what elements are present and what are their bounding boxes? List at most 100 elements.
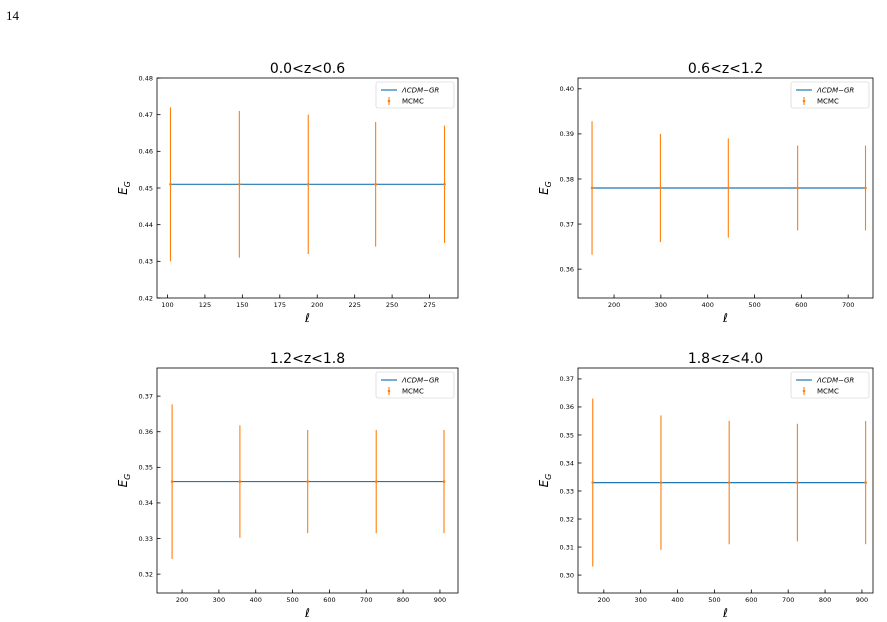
y-tick-label: 0.44 xyxy=(139,221,153,229)
x-axis-label: ℓ xyxy=(304,311,310,325)
y-tick-label: 0.48 xyxy=(139,74,153,82)
y-axis-label-main: E xyxy=(537,479,551,487)
data-point xyxy=(443,183,446,186)
x-tick-label: 700 xyxy=(782,596,794,604)
y-tick-label: 0.45 xyxy=(139,184,153,192)
legend-label: MCMC xyxy=(817,388,839,396)
y-tick-label: 0.36 xyxy=(139,428,153,436)
x-tick-label: 600 xyxy=(795,301,807,309)
x-tick-label: 250 xyxy=(386,301,398,309)
y-tick-label: 0.30 xyxy=(560,571,574,579)
x-tick-label: 800 xyxy=(397,596,409,604)
y-axis-label-main: E xyxy=(116,479,130,487)
chart: 1.8<z<4.0 0.30 0.31 0.32 0.33 0.34 0.35 0.36 0.3… xyxy=(537,351,874,620)
x-axis-label: ℓ xyxy=(722,311,728,325)
y-axis-label: EG xyxy=(116,181,132,195)
chart-title: 0.6<z<1.2 xyxy=(688,61,763,77)
y-tick-label: 0.35 xyxy=(560,431,574,439)
x-tick-label: 500 xyxy=(708,596,720,604)
legend-label: ΛCDM−GR xyxy=(401,377,439,385)
data-point xyxy=(442,480,446,483)
y-tick-label: 0.47 xyxy=(139,111,153,119)
plot-frame xyxy=(156,367,459,594)
legend-swatch-point xyxy=(387,99,391,103)
y-tick-label: 0.34 xyxy=(560,459,574,467)
plot-frame xyxy=(577,77,874,299)
data-point xyxy=(170,480,174,483)
legend-label: ΛCDM−GR xyxy=(816,87,854,95)
legend-label: MCMC xyxy=(402,98,424,106)
data-point xyxy=(796,481,799,484)
x-tick-label: 500 xyxy=(748,301,760,309)
chart: 0.0<z<0.6 0.42 0.43 0.44 0.45 0.46 0.47 0.48 100… xyxy=(116,61,459,325)
y-tick-label: 0.42 xyxy=(139,294,153,302)
data-point xyxy=(238,183,241,186)
x-tick-label: 700 xyxy=(842,301,854,309)
legend-swatch-point xyxy=(802,99,806,103)
x-tick-label: 900 xyxy=(856,596,868,604)
data-point xyxy=(374,183,377,186)
y-tick-label: 0.38 xyxy=(560,175,574,183)
y-axis-label-subscript: G xyxy=(544,474,553,480)
y-axis-label-main: E xyxy=(537,187,551,195)
data-point xyxy=(864,186,867,190)
x-tick-label: 150 xyxy=(236,301,248,309)
x-tick-label: 100 xyxy=(161,301,173,309)
y-axis-label: EG xyxy=(116,474,132,488)
x-tick-label: 300 xyxy=(634,596,646,604)
x-tick-label: 125 xyxy=(199,301,211,309)
data-point xyxy=(727,481,731,484)
data-point xyxy=(169,183,172,186)
y-tick-label: 0.33 xyxy=(560,487,574,495)
y-axis-label: EG xyxy=(537,474,553,488)
chart-title: 1.2<z<1.8 xyxy=(270,351,345,367)
y-axis-label-subscript: G xyxy=(123,474,132,480)
legend-swatch-point xyxy=(387,389,391,393)
x-axis-label: ℓ xyxy=(722,606,728,620)
y-axis-label-main: E xyxy=(116,187,130,195)
legend-box xyxy=(375,81,455,109)
legend-label: MCMC xyxy=(817,98,839,106)
legend-label: ΛCDM−GR xyxy=(816,377,854,385)
data-point xyxy=(727,186,730,190)
legend-box xyxy=(790,371,870,399)
y-tick-label: 0.37 xyxy=(560,220,574,228)
x-tick-label: 200 xyxy=(176,596,188,604)
data-point xyxy=(591,481,595,484)
data-point xyxy=(238,480,242,483)
y-axis-label-subscript: G xyxy=(123,181,132,187)
data-point xyxy=(374,480,378,483)
x-tick-label: 800 xyxy=(819,596,831,604)
x-tick-label: 400 xyxy=(701,301,713,309)
legend-box xyxy=(375,371,455,399)
y-tick-label: 0.43 xyxy=(139,258,153,266)
x-tick-label: 700 xyxy=(360,596,372,604)
page-number: 14 xyxy=(6,8,20,23)
y-tick-label: 0.33 xyxy=(139,535,153,543)
data-point xyxy=(864,481,867,484)
x-tick-label: 600 xyxy=(745,596,757,604)
y-axis-label: EG xyxy=(537,181,553,195)
data-point xyxy=(796,186,799,190)
legend-box xyxy=(790,81,870,109)
chart-title: 1.8<z<4.0 xyxy=(688,351,763,367)
x-tick-label: 500 xyxy=(286,596,298,604)
y-tick-label: 0.37 xyxy=(139,392,153,400)
y-tick-label: 0.40 xyxy=(560,85,574,93)
data-point xyxy=(590,186,594,190)
x-tick-label: 175 xyxy=(274,301,286,309)
x-tick-label: 200 xyxy=(598,596,610,604)
y-tick-label: 0.31 xyxy=(560,543,574,551)
x-tick-label: 275 xyxy=(423,301,435,309)
y-tick-label: 0.39 xyxy=(560,130,574,138)
legend-label: ΛCDM−GR xyxy=(401,87,439,95)
x-tick-label: 200 xyxy=(608,301,620,309)
y-tick-label: 0.35 xyxy=(139,464,153,472)
data-point xyxy=(659,481,663,484)
legend-swatch-point xyxy=(802,389,806,393)
x-tick-label: 900 xyxy=(434,596,446,604)
x-axis-label: ℓ xyxy=(304,606,310,620)
data-point xyxy=(306,480,309,483)
y-tick-label: 0.32 xyxy=(139,570,153,578)
x-tick-label: 400 xyxy=(250,596,262,604)
